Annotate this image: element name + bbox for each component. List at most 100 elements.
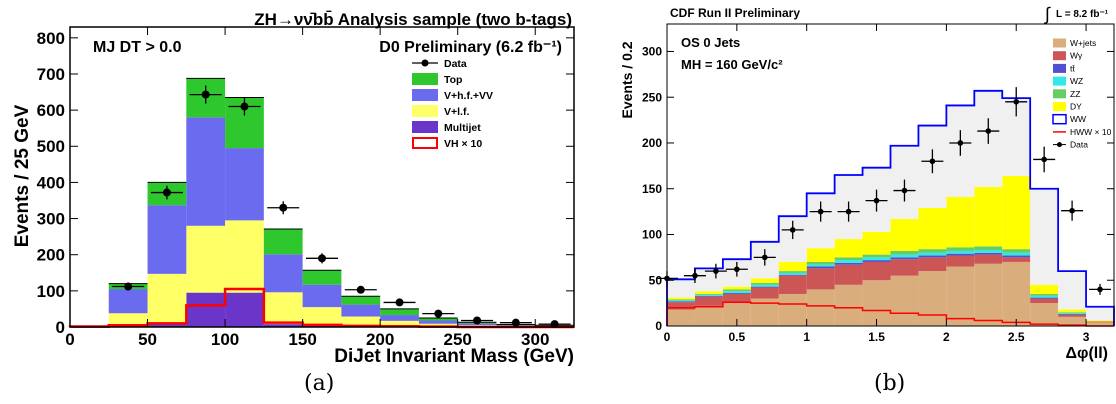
panel-a-ylabel: Events / 25 GeV [12, 104, 33, 247]
panel-a-xlabel: DiJet Invariant Mass (GeV) [334, 346, 574, 367]
data-point-2 [713, 268, 719, 274]
panel-a-title: ZH→νν̄bb̄ Analysis sample (two b-tags) [254, 10, 572, 29]
bar-wz-11 [974, 250, 1003, 253]
legend-label-w: Wγ [1070, 51, 1083, 61]
bar-zz-7 [862, 254, 891, 258]
bar-multijet-4 [225, 292, 264, 327]
total-ww-line [666, 89, 1115, 326]
bar-tt-13 [1030, 297, 1059, 299]
x-tick-label-150: 150 [288, 330, 316, 349]
y-tick-label-50: 50 [649, 273, 663, 287]
bar-w-3 [750, 287, 779, 299]
signal-line [666, 301, 1114, 327]
bar-w-1 [694, 296, 723, 306]
legend-swatch-ww [1052, 113, 1067, 125]
x-tick-label-200: 200 [366, 330, 394, 349]
bar-ww-13 [1030, 188, 1059, 285]
panel-a-annotation-cut: MJ DT > 0.0 [93, 39, 182, 56]
bar-v-l-f-1 [108, 313, 148, 325]
legend-swatch-w [1053, 51, 1066, 61]
legend-swatch-zz [1053, 89, 1066, 99]
data-point-3 [734, 266, 740, 273]
bar-w-jets-6 [834, 284, 863, 326]
caption-a: (a) [304, 371, 335, 396]
caption-b: (b) [874, 371, 906, 396]
bar-zz-13 [1030, 293, 1059, 296]
bar-w-jets-7 [862, 280, 891, 326]
bar-zz-1 [694, 293, 723, 295]
data-point-2 [201, 90, 210, 99]
legend-swatch-multijet [412, 121, 438, 133]
bar-dy-15 [1086, 320, 1114, 322]
legend-label-dy: DY [1070, 102, 1082, 112]
bar-w-0 [667, 302, 695, 310]
data-point-5 [318, 254, 326, 263]
bar-zz-2 [722, 289, 751, 292]
data-point-13 [1013, 98, 1020, 105]
bar-zz-9 [918, 249, 947, 253]
y-tick-label-500: 500 [37, 137, 65, 156]
panel-b-plot-frame [666, 23, 1115, 327]
bar-zz-0 [667, 299, 695, 301]
bar-top-7 [341, 296, 381, 305]
bar-w-10 [946, 255, 975, 267]
data-point-5 [789, 227, 796, 233]
bar-tt-12 [1002, 255, 1031, 258]
data-point-12 [985, 128, 992, 134]
legend-data-marker [421, 59, 429, 67]
data-point-3 [240, 102, 249, 111]
legend-swatch-tt [1053, 63, 1066, 73]
bar-dy-9 [918, 207, 947, 250]
y-tick-label-100: 100 [642, 228, 662, 242]
bar-dy-3 [750, 278, 779, 283]
bar-tt-7 [862, 260, 891, 262]
data-point-0 [124, 282, 133, 291]
bar-top-6 [302, 270, 342, 285]
bar-dy-11 [974, 186, 1003, 247]
legend-label-zz: ZZ [1070, 89, 1080, 99]
bar-dy-1 [694, 291, 723, 294]
bar-v-l-f-2 [147, 273, 187, 323]
legend-swatch-top [412, 73, 438, 85]
bar-v-h-f-vv-5 [263, 254, 303, 293]
y-tick-label-100: 100 [37, 282, 65, 301]
data-point-14 [1041, 156, 1047, 163]
bar-v-h-f-vv-1 [108, 289, 148, 314]
bar-zz-12 [1002, 249, 1031, 253]
bar-w-jets-4 [778, 293, 807, 326]
bar-dy-14 [1058, 309, 1087, 313]
bar-tt-9 [918, 255, 947, 258]
bar-multijet-3 [186, 292, 226, 327]
data-point-15 [1069, 207, 1075, 214]
bar-w-6 [834, 264, 863, 285]
legend-label-v-h-f-vv: V+h.f.+VV [444, 90, 493, 102]
data-point-16 [1097, 286, 1103, 293]
x-tick-label-0: 0 [65, 330, 74, 349]
legend-swatch-vh [412, 137, 438, 149]
bar-w-jets-11 [974, 263, 1003, 326]
bar-dy-10 [946, 196, 975, 248]
bar-tt-14 [1058, 314, 1087, 316]
legend-label-data: Data [1070, 140, 1088, 150]
bar-multijet-6 [302, 325, 342, 327]
bar-w-jets-12 [1002, 261, 1031, 326]
bar-tt-2 [722, 293, 751, 294]
y-tick-label-700: 700 [37, 65, 65, 84]
bar-w-jets-15 [1086, 322, 1114, 326]
bar-w-5 [806, 268, 835, 290]
legend-swatch-v-h-f-vv [412, 89, 438, 101]
bar-tt-0 [667, 301, 695, 303]
legend-swatch-dy [1053, 102, 1066, 111]
bar-dy-8 [890, 218, 919, 251]
legend-data-marker [1057, 142, 1062, 148]
legend-label-top: Top [444, 74, 462, 86]
legend-label-w-jets: W+jets [1070, 38, 1096, 48]
bar-multijet-2 [147, 322, 187, 327]
x-tick-label-2: 2 [943, 330, 950, 344]
bar-wz-2 [722, 291, 751, 294]
bar-wz-13 [1030, 295, 1059, 298]
bar-w-jets-2 [722, 303, 751, 326]
data-point-6 [817, 208, 824, 215]
bar-w-13 [1030, 298, 1059, 304]
